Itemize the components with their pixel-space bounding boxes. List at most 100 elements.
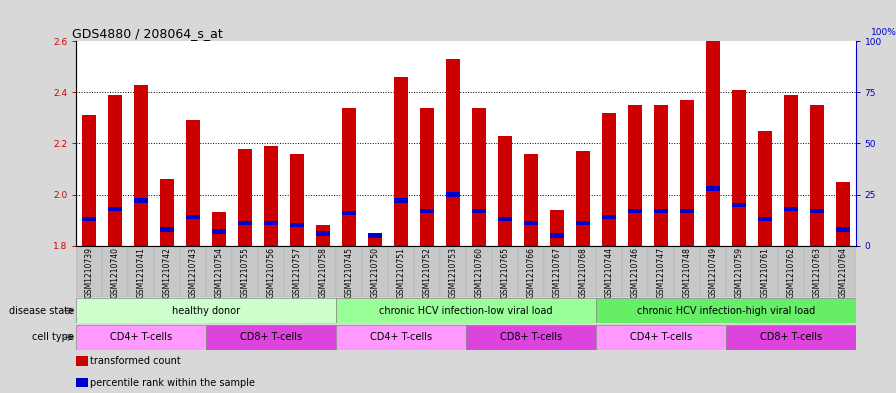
Bar <box>264 146 278 246</box>
Bar <box>836 227 849 231</box>
Bar <box>290 223 304 228</box>
Bar <box>82 217 96 221</box>
Bar <box>342 108 356 246</box>
Text: GSM1210744: GSM1210744 <box>604 247 614 298</box>
Text: GSM1210757: GSM1210757 <box>292 247 302 298</box>
Bar <box>186 215 200 219</box>
Text: healthy donor: healthy donor <box>172 306 240 316</box>
Text: GSM1210746: GSM1210746 <box>630 247 640 298</box>
Bar <box>550 210 564 246</box>
Bar <box>810 105 823 246</box>
Bar <box>76 246 102 297</box>
Bar <box>622 246 648 297</box>
Bar <box>804 246 830 297</box>
Bar <box>414 246 440 297</box>
Bar <box>206 325 336 350</box>
Bar <box>420 209 434 213</box>
Bar <box>596 246 622 297</box>
Bar <box>232 246 258 297</box>
Text: GSM1210752: GSM1210752 <box>422 247 432 298</box>
Bar <box>706 186 719 191</box>
Bar <box>576 221 590 226</box>
Bar <box>82 115 96 246</box>
Bar <box>76 298 336 323</box>
Bar <box>368 233 382 238</box>
Bar <box>518 246 544 297</box>
Text: GSM1210764: GSM1210764 <box>838 247 848 298</box>
Bar <box>212 212 226 246</box>
Bar <box>154 246 180 297</box>
Text: GSM1210756: GSM1210756 <box>266 247 276 298</box>
Bar <box>628 105 642 246</box>
Bar <box>160 227 174 231</box>
Bar <box>368 238 382 246</box>
Bar <box>76 325 206 350</box>
Bar <box>680 100 694 246</box>
Bar <box>238 221 252 226</box>
Bar <box>752 246 778 297</box>
Text: percentile rank within the sample: percentile rank within the sample <box>90 378 255 388</box>
Bar <box>472 108 486 246</box>
Bar <box>446 59 460 246</box>
Bar <box>180 246 206 297</box>
Bar <box>674 246 700 297</box>
Text: GSM1210760: GSM1210760 <box>474 247 484 298</box>
Bar <box>778 246 804 297</box>
Text: CD8+ T-cells: CD8+ T-cells <box>760 332 822 342</box>
Text: 100%: 100% <box>871 28 896 37</box>
Text: CD4+ T-cells: CD4+ T-cells <box>110 332 172 342</box>
Text: GSM1210768: GSM1210768 <box>578 247 588 298</box>
Bar <box>492 246 518 297</box>
Bar <box>758 130 771 246</box>
Text: GSM1210767: GSM1210767 <box>552 247 562 298</box>
Text: GSM1210765: GSM1210765 <box>500 247 510 298</box>
Text: GSM1210747: GSM1210747 <box>656 247 666 298</box>
Text: chronic HCV infection-low viral load: chronic HCV infection-low viral load <box>379 306 553 316</box>
Text: GSM1210766: GSM1210766 <box>526 247 536 298</box>
Text: chronic HCV infection-high viral load: chronic HCV infection-high viral load <box>637 306 814 316</box>
Text: CD8+ T-cells: CD8+ T-cells <box>240 332 302 342</box>
Text: GSM1210739: GSM1210739 <box>84 247 94 298</box>
Bar <box>336 298 596 323</box>
Bar <box>524 221 538 226</box>
Bar <box>394 77 408 246</box>
Text: GSM1210743: GSM1210743 <box>188 247 198 298</box>
Bar <box>446 192 460 197</box>
Text: CD8+ T-cells: CD8+ T-cells <box>500 332 562 342</box>
Bar <box>596 298 856 323</box>
Bar <box>576 151 590 246</box>
Bar <box>726 246 752 297</box>
Bar <box>784 95 797 246</box>
Text: CD4+ T-cells: CD4+ T-cells <box>370 332 432 342</box>
Bar <box>134 198 148 203</box>
Text: GSM1210761: GSM1210761 <box>760 247 770 298</box>
Bar <box>472 209 486 213</box>
Text: GSM1210759: GSM1210759 <box>734 247 744 298</box>
Bar <box>602 215 616 219</box>
Bar <box>310 246 336 297</box>
Bar <box>316 231 330 236</box>
Text: GSM1210740: GSM1210740 <box>110 247 120 298</box>
Bar <box>732 90 745 246</box>
Bar <box>362 246 388 297</box>
Bar <box>732 202 745 207</box>
Bar <box>316 225 330 246</box>
Text: GSM1210749: GSM1210749 <box>708 247 718 298</box>
Bar <box>830 246 856 297</box>
Bar <box>498 136 512 246</box>
Bar <box>570 246 596 297</box>
Bar <box>654 105 668 246</box>
Bar <box>602 113 616 246</box>
Text: GSM1210763: GSM1210763 <box>812 247 822 298</box>
Bar <box>466 246 492 297</box>
Text: transformed count: transformed count <box>90 356 181 366</box>
Bar <box>784 207 797 211</box>
Bar <box>336 246 362 297</box>
Bar <box>706 41 719 246</box>
Bar <box>238 149 252 246</box>
Text: GSM1210742: GSM1210742 <box>162 247 172 298</box>
Bar <box>186 120 200 246</box>
Bar <box>836 182 849 246</box>
Bar <box>810 209 823 213</box>
Bar <box>544 246 570 297</box>
